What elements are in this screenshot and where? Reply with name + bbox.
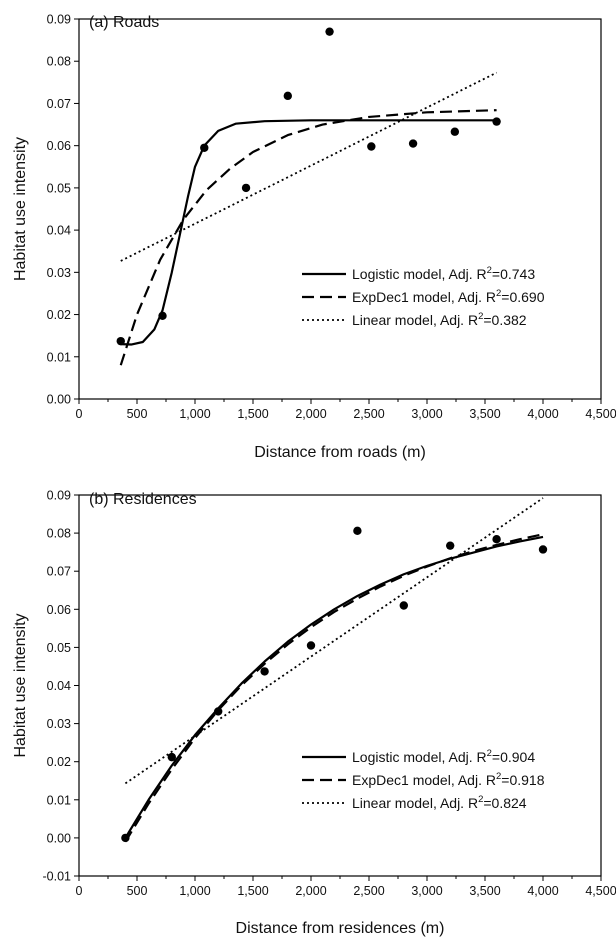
x-tick-label: 2,000 (295, 884, 326, 898)
y-tick-label: 0.09 (47, 13, 71, 27)
x-axis-title: Distance from residences (m) (236, 920, 445, 937)
data-point (353, 526, 362, 536)
x-tick-label: 2,500 (353, 884, 384, 898)
series-line-solid (124, 535, 544, 839)
x-tick-label: 0 (76, 884, 83, 898)
x-axis-title: Distance from roads (m) (254, 444, 426, 461)
data-point (399, 601, 408, 610)
x-tick-label: 1,500 (237, 407, 268, 421)
data-point (200, 143, 209, 152)
x-tick-label: 2,500 (353, 407, 384, 421)
series-line-dotted (120, 71, 498, 262)
y-tick-label: 0.03 (47, 266, 71, 280)
y-tick-label: 0.05 (47, 641, 71, 655)
y-tick-label: 0.06 (47, 603, 71, 617)
x-tick-label: 4,000 (527, 407, 558, 421)
x-tick-label: 0 (76, 407, 83, 421)
data-point (325, 27, 334, 36)
y-tick-label: 0.07 (47, 97, 71, 111)
legend-label: Logistic model, Adj. R2=0.904 (352, 748, 535, 765)
y-tick-label: 0.01 (47, 793, 71, 807)
x-tick-label: 4,500 (585, 884, 616, 898)
x-tick-label: 4,000 (527, 884, 558, 898)
data-point (214, 707, 223, 716)
data-point (167, 752, 176, 762)
data-point (283, 91, 292, 101)
data-point (367, 142, 376, 151)
y-tick-label: 0.03 (47, 717, 71, 731)
data-point (408, 139, 418, 148)
panel-title: (b) Residences (89, 491, 197, 508)
legend-label: Linear model, Adj. R2=0.382 (352, 311, 527, 328)
plot-frame (78, 494, 602, 877)
y-tick-label: 0.00 (47, 831, 71, 845)
x-tick-label: 3,500 (469, 407, 500, 421)
y-tick-label: 0.06 (47, 139, 71, 153)
legend-label: Linear model, Adj. R2=0.824 (352, 794, 527, 811)
legend: Logistic model, Adj. R2=0.904 ExpDec1 mod… (302, 748, 545, 811)
series-line-dashed (124, 533, 544, 843)
panel-title: (a) Roads (89, 14, 159, 31)
data-point (260, 667, 269, 676)
plot-frame (78, 18, 602, 400)
x-tick-label: 3,000 (411, 407, 442, 421)
data-point (538, 545, 548, 554)
x-tick-label: 4,500 (585, 407, 616, 421)
y-tick-label: 0.08 (47, 527, 71, 541)
y-axis-title: Habitat use intensity (12, 137, 29, 281)
x-tick-label: 3,500 (469, 884, 500, 898)
y-tick-label: 0.02 (47, 755, 71, 769)
y-axis-title: Habitat use intensity (12, 613, 29, 757)
legend-label: ExpDec1 model, Adj. R2=0.690 (352, 288, 545, 305)
x-tick-label: 2,000 (295, 407, 326, 421)
y-tick-label: 0.01 (47, 350, 71, 364)
x-tick-label: 500 (127, 407, 148, 421)
x-tick-label: 1,000 (179, 884, 210, 898)
data-point (121, 833, 130, 843)
data-point (492, 534, 501, 544)
chart-panel-residences: 0 500 1,000 1,500 2,000 2,500 3,000 3,500 4,000 4… (12, 489, 616, 938)
x-tick-label: 1,000 (179, 407, 210, 421)
legend-label: Logistic model, Adj. R2=0.743 (352, 265, 535, 282)
legend: Logistic model, Adj. R2=0.743 ExpDec1 mod… (302, 265, 545, 328)
series-line-dashed (119, 109, 497, 366)
y-tick-label: -0.01 (43, 870, 72, 884)
data-point (306, 641, 316, 650)
series-line-solid (120, 119, 497, 346)
legend-label: ExpDec1 model, Adj. R2=0.918 (352, 771, 545, 788)
x-tick-label: 3,000 (411, 884, 442, 898)
data-point (446, 541, 455, 550)
data-point (450, 127, 460, 136)
data-point (492, 117, 501, 126)
chart-panel-roads: 0 500 1,000 1,500 2,000 2,500 3,000 3,500 4,000 4… (12, 13, 616, 462)
series-line-dotted (124, 497, 544, 785)
y-tick-label: 0.00 (47, 393, 71, 407)
y-tick-label: 0.04 (47, 224, 71, 238)
y-tick-label: 0.02 (47, 308, 71, 322)
y-tick-label: 0.05 (47, 181, 71, 195)
x-tick-label: 500 (127, 884, 148, 898)
x-tick-label: 1,500 (237, 884, 268, 898)
y-tick-label: 0.07 (47, 565, 71, 579)
data-point (116, 336, 125, 346)
data-point (241, 183, 251, 193)
y-tick-label: 0.08 (47, 55, 71, 69)
y-tick-label: 0.04 (47, 679, 71, 693)
y-tick-label: 0.09 (47, 489, 71, 503)
data-point (158, 311, 167, 321)
